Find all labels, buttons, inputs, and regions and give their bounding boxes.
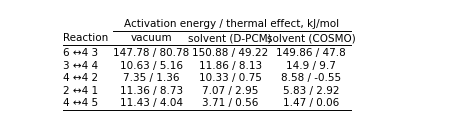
Text: solvent (COSMO): solvent (COSMO) xyxy=(266,33,355,43)
Text: 6 ↔4 3: 6 ↔4 3 xyxy=(63,48,98,58)
Text: 7.35 / 1.36: 7.35 / 1.36 xyxy=(123,73,179,83)
Text: 150.88 / 49.22: 150.88 / 49.22 xyxy=(192,48,268,58)
Text: 10.33 / 0.75: 10.33 / 0.75 xyxy=(199,73,262,83)
Text: 5.83 / 2.92: 5.83 / 2.92 xyxy=(283,86,339,96)
Text: 11.36 / 8.73: 11.36 / 8.73 xyxy=(119,86,182,96)
Text: 1.47 / 0.06: 1.47 / 0.06 xyxy=(283,98,339,108)
Text: 147.78 / 80.78: 147.78 / 80.78 xyxy=(113,48,189,58)
Text: Reaction: Reaction xyxy=(63,33,108,43)
Text: 4 ↔4 2: 4 ↔4 2 xyxy=(63,73,98,83)
Text: 3 ↔4 4: 3 ↔4 4 xyxy=(63,61,98,71)
Text: 7.07 / 2.95: 7.07 / 2.95 xyxy=(202,86,258,96)
Text: vacuum: vacuum xyxy=(130,33,172,43)
Text: 11.86 / 8.13: 11.86 / 8.13 xyxy=(199,61,262,71)
Text: 3.71 / 0.56: 3.71 / 0.56 xyxy=(202,98,258,108)
Text: solvent (D-PCM): solvent (D-PCM) xyxy=(188,33,272,43)
Text: 11.43 / 4.04: 11.43 / 4.04 xyxy=(119,98,182,108)
Text: 149.86 / 47.8: 149.86 / 47.8 xyxy=(276,48,346,58)
Text: 14.9 / 9.7: 14.9 / 9.7 xyxy=(286,61,336,71)
Text: 2 ↔4 1: 2 ↔4 1 xyxy=(63,86,98,96)
Text: 10.63 / 5.16: 10.63 / 5.16 xyxy=(119,61,182,71)
Text: Activation energy / thermal effect, kJ/mol: Activation energy / thermal effect, kJ/m… xyxy=(124,19,339,29)
Text: 4 ↔4 5: 4 ↔4 5 xyxy=(63,98,98,108)
Text: 8.58 / -0.55: 8.58 / -0.55 xyxy=(281,73,341,83)
